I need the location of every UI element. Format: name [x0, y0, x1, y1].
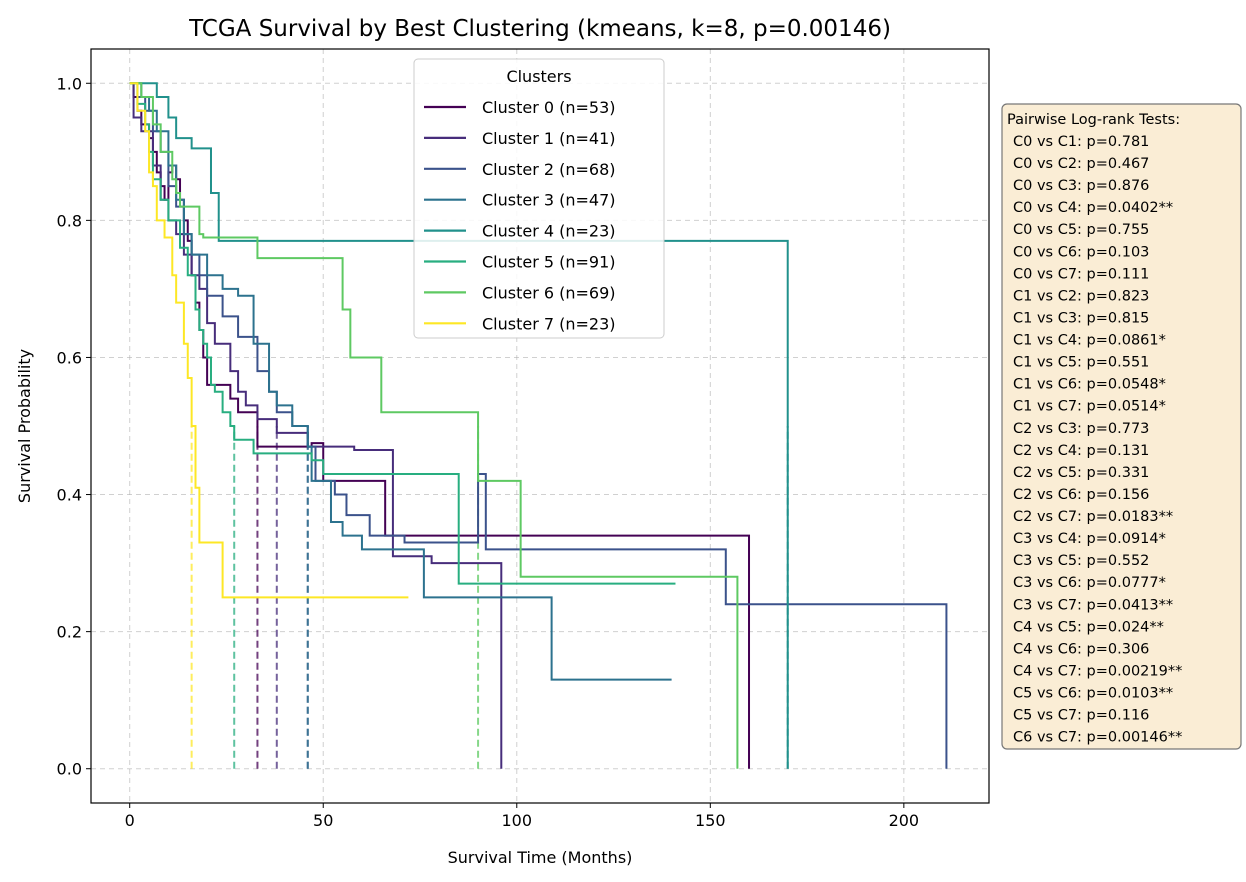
- legend-label-cluster-6: Cluster 6 (n=69): [482, 283, 616, 302]
- chart-title: TCGA Survival by Best Clustering (kmeans…: [188, 16, 891, 42]
- pairwise-line-20: C3 vs C6: p=0.0777*: [1013, 575, 1166, 591]
- legend-label-cluster-2: Cluster 2 (n=68): [482, 160, 616, 179]
- x-tick-label-2: 100: [502, 811, 533, 830]
- pairwise-line-7: C1 vs C2: p=0.823: [1013, 288, 1149, 304]
- pairwise-line-18: C3 vs C4: p=0.0914*: [1013, 531, 1166, 547]
- pairwise-line-11: C1 vs C6: p=0.0548*: [1013, 377, 1166, 393]
- x-tick-label-4: 200: [889, 811, 920, 830]
- pairwise-line-12: C1 vs C7: p=0.0514*: [1013, 399, 1166, 415]
- curve-cluster-6: [129, 82, 739, 769]
- pairwise-line-2: C0 vs C3: p=0.876: [1013, 178, 1149, 194]
- pairwise-line-0: C0 vs C1: p=0.781: [1013, 134, 1149, 150]
- y-tick-label-4: 0.8: [57, 211, 82, 230]
- legend-label-cluster-5: Cluster 5 (n=91): [482, 253, 616, 272]
- x-axis-ticks: 0 50 100 150 200: [125, 803, 920, 830]
- x-tick-label-1: 50: [313, 811, 333, 830]
- pairwise-line-19: C3 vs C5: p=0.552: [1013, 553, 1149, 569]
- pairwise-line-5: C0 vs C6: p=0.103: [1013, 244, 1149, 260]
- pairwise-line-25: C5 vs C6: p=0.0103**: [1013, 686, 1173, 702]
- legend-label-cluster-4: Cluster 4 (n=23): [482, 222, 616, 241]
- pairwise-line-24: C4 vs C7: p=0.00219**: [1013, 663, 1182, 679]
- survival-curves: [129, 82, 948, 769]
- pairwise-line-22: C4 vs C5: p=0.024**: [1013, 619, 1164, 635]
- x-tick-label-0: 0: [125, 811, 135, 830]
- pairwise-line-16: C2 vs C6: p=0.156: [1013, 487, 1149, 503]
- curve-cluster-1: [129, 82, 503, 769]
- pairwise-line-1: C0 vs C2: p=0.467: [1013, 156, 1149, 172]
- y-axis-label: Survival Probability: [15, 349, 34, 503]
- pairwise-line-10: C1 vs C5: p=0.551: [1013, 355, 1149, 371]
- y-tick-label-1: 0.2: [57, 623, 82, 642]
- curve-cluster-5: [129, 82, 676, 585]
- legend-title: Clusters: [506, 67, 571, 86]
- y-axis-ticks: 0.0 0.2 0.4 0.6 0.8 1.0: [57, 74, 91, 779]
- x-tick-label-3: 150: [695, 811, 726, 830]
- pairwise-box-frame: [1001, 103, 1242, 750]
- pairwise-line-17: C2 vs C7: p=0.0183**: [1013, 509, 1173, 525]
- pairwise-line-13: C2 vs C3: p=0.773: [1013, 421, 1149, 437]
- legend-label-cluster-1: Cluster 1 (n=41): [482, 129, 616, 148]
- pairwise-tests-box: Pairwise Log-rank Tests: C0 vs C1: p=0.7…: [1001, 103, 1242, 750]
- pairwise-line-3: C0 vs C4: p=0.0402**: [1013, 200, 1173, 216]
- y-tick-label-2: 0.4: [57, 486, 82, 505]
- pairwise-line-21: C3 vs C7: p=0.0413**: [1013, 597, 1173, 613]
- pairwise-line-15: C2 vs C5: p=0.331: [1013, 465, 1149, 481]
- legend-label-cluster-7: Cluster 7 (n=23): [482, 314, 616, 333]
- curve-cluster-4: [129, 82, 789, 769]
- pairwise-line-23: C4 vs C6: p=0.306: [1013, 641, 1149, 657]
- pairwise-box-title: Pairwise Log-rank Tests:: [1007, 112, 1180, 128]
- legend-label-cluster-3: Cluster 3 (n=47): [482, 191, 616, 210]
- y-tick-label-5: 1.0: [57, 74, 82, 93]
- y-tick-label-3: 0.6: [57, 348, 82, 367]
- legend: Clusters Cluster 0 (n=53) Cluster 1 (n=41…: [413, 58, 665, 339]
- y-tick-label-0: 0.0: [57, 760, 82, 779]
- pairwise-line-6: C0 vs C7: p=0.111: [1013, 266, 1149, 282]
- pairwise-line-4: C0 vs C5: p=0.755: [1013, 222, 1149, 238]
- grid: [91, 49, 989, 803]
- plot-area-frame: [90, 48, 990, 804]
- pairwise-line-8: C1 vs C3: p=0.815: [1013, 310, 1149, 326]
- pairwise-line-9: C1 vs C4: p=0.0861*: [1013, 333, 1166, 349]
- pairwise-line-14: C2 vs C4: p=0.131: [1013, 443, 1149, 459]
- pairwise-line-27: C6 vs C7: p=0.00146**: [1013, 730, 1182, 746]
- pairwise-line-26: C5 vs C7: p=0.116: [1013, 708, 1149, 724]
- legend-label-cluster-0: Cluster 0 (n=53): [482, 98, 616, 117]
- x-axis-label: Survival Time (Months): [448, 848, 633, 867]
- curve-cluster-3: [129, 82, 672, 681]
- legend-frame: [413, 58, 665, 339]
- curve-cluster-7: [129, 82, 409, 599]
